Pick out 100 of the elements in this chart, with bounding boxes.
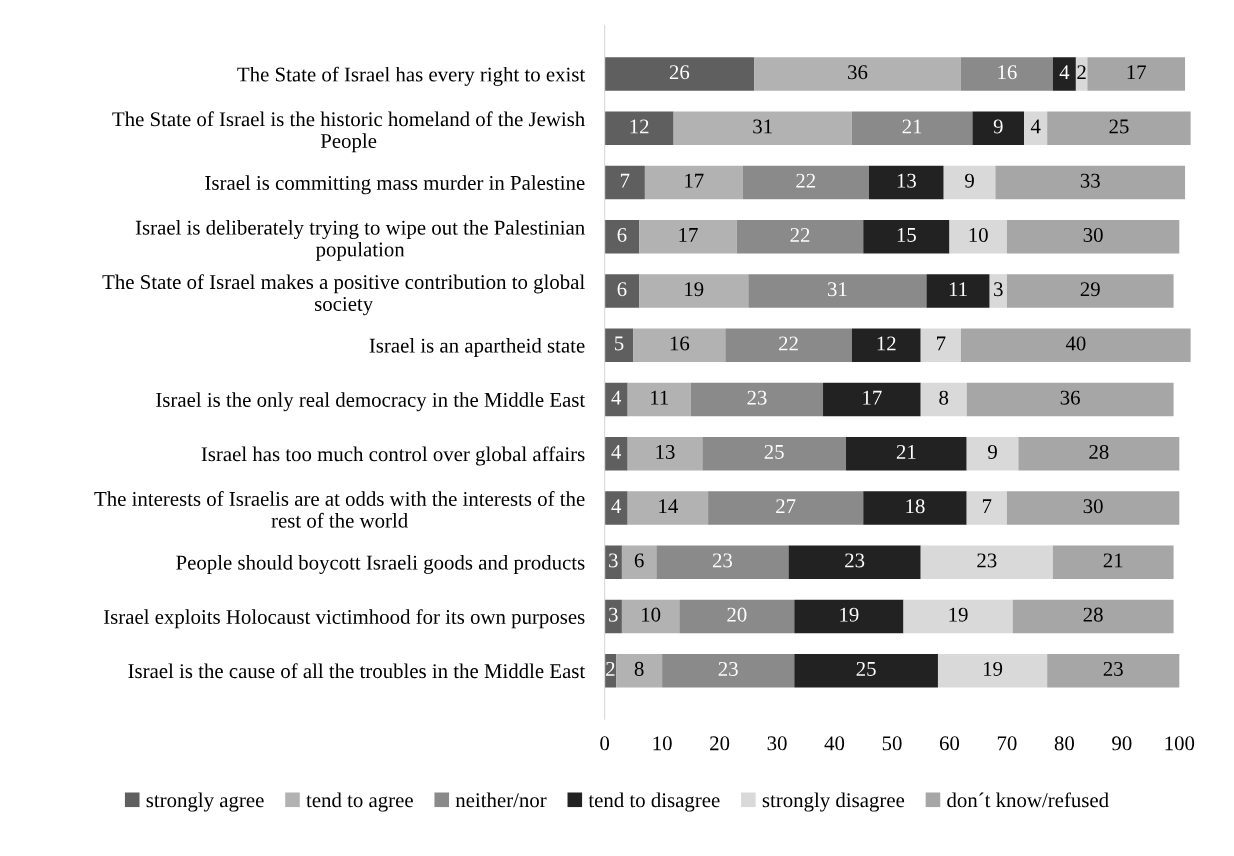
- data-label: 26: [669, 65, 690, 80]
- legend-label: strongly agree: [146, 792, 264, 812]
- data-label: 36: [1060, 390, 1080, 405]
- data-label: 8: [939, 390, 949, 405]
- data-label: 4: [611, 445, 622, 459]
- bar: [754, 57, 961, 91]
- bar: [926, 274, 990, 308]
- data-label: 25: [764, 444, 784, 459]
- bar: [869, 165, 944, 200]
- y-tick-label: Israel is an apartheid state: [369, 338, 585, 357]
- data-label: 7: [982, 499, 992, 513]
- data-label: 29: [1080, 282, 1100, 297]
- bar: [639, 274, 749, 308]
- bar: [604, 274, 640, 308]
- bar: [662, 653, 795, 688]
- data-label: 33: [1080, 173, 1100, 188]
- bar: [823, 382, 921, 417]
- y-tick-label: The State of Israel is the historic homeland of the Jewish People: [112, 111, 585, 153]
- data-label: 17: [863, 390, 882, 405]
- bar: [863, 491, 967, 525]
- bar: [863, 219, 950, 254]
- bar: [702, 436, 847, 471]
- data-label: 9: [993, 119, 1003, 134]
- data-label: 8: [634, 661, 644, 676]
- bar: [937, 653, 1048, 688]
- data-label: 6: [617, 227, 627, 242]
- legend-label: tend to agree: [306, 792, 413, 812]
- data-label: 22: [796, 173, 816, 188]
- bar: [1006, 219, 1180, 254]
- bar: [1024, 111, 1048, 146]
- bar: [633, 328, 726, 363]
- bar: [604, 545, 622, 580]
- data-label: 27: [776, 499, 796, 513]
- y-tick-label: Israel is the only real democracy in the Middle East: [156, 392, 586, 412]
- data-label: 19: [949, 607, 968, 622]
- bar: [851, 328, 921, 363]
- bar: [604, 328, 634, 363]
- bar: [966, 382, 1174, 417]
- data-label: 17: [679, 228, 698, 242]
- bar: [604, 436, 628, 471]
- x-tick-label: 100: [1165, 736, 1195, 751]
- data-label: 11: [949, 282, 967, 296]
- bar: [788, 545, 921, 580]
- data-label: 4: [1059, 65, 1070, 80]
- bar: [794, 653, 938, 688]
- bar: [604, 491, 628, 525]
- data-label: 9: [988, 444, 997, 459]
- bar: [920, 382, 967, 417]
- data-label: 7: [620, 173, 630, 188]
- data-label: 17: [685, 173, 704, 188]
- y-tick-label: The interests of Israelis are at odds with the interests of the rest of the world: [94, 491, 585, 528]
- bar: [627, 382, 691, 417]
- data-label: 13: [897, 173, 916, 188]
- bar: [1047, 111, 1191, 146]
- data-label: 23: [845, 553, 865, 568]
- x-tick-label: 90: [1112, 736, 1132, 751]
- bar: [920, 545, 1053, 580]
- data-label: 6: [617, 282, 627, 297]
- data-label: 4: [1030, 119, 1041, 134]
- bar: [616, 653, 663, 688]
- bar: [621, 599, 680, 634]
- bar: [604, 219, 640, 254]
- x-tick-label: 0: [600, 736, 610, 751]
- data-label: 19: [983, 661, 1003, 676]
- bar: [1052, 545, 1174, 580]
- data-label: 19: [840, 607, 859, 622]
- bar: [627, 491, 709, 525]
- data-label: 11: [651, 390, 669, 405]
- data-label: 23: [1103, 661, 1123, 676]
- y-tick-label: Israel is committing mass murder in Palestine: [205, 175, 585, 195]
- legend-label: tend to disagree: [588, 792, 720, 812]
- bar: [1052, 57, 1076, 91]
- data-label: 20: [727, 607, 747, 622]
- x-tick-label: 10: [653, 736, 672, 751]
- bar: [794, 599, 904, 634]
- bar: [995, 165, 1186, 200]
- bar: [989, 274, 1007, 308]
- data-label: 36: [848, 65, 868, 80]
- legend-label: don´t know/refused: [947, 792, 1109, 808]
- data-label: 3: [994, 282, 1003, 297]
- bar: [656, 545, 789, 580]
- bar: [920, 328, 961, 363]
- bar: [972, 111, 1025, 146]
- x-tick-label: 80: [1054, 736, 1075, 751]
- data-label: 17: [1127, 65, 1147, 80]
- bar: [1018, 436, 1180, 471]
- data-label: 18: [906, 499, 925, 514]
- data-label: 14: [659, 499, 678, 513]
- y-tick-label: The State of Israel makes a positive contribution to global society: [102, 274, 585, 316]
- data-label: 6: [634, 553, 644, 568]
- data-label: 19: [685, 282, 704, 297]
- bar: [1006, 274, 1174, 308]
- bar: [673, 111, 852, 146]
- y-tick-label: Israel exploits Holocaust victimhood for its own purposes: [103, 609, 585, 629]
- data-label: 3: [609, 553, 618, 568]
- data-label: 25: [856, 661, 876, 676]
- bar: [736, 219, 864, 254]
- bar: [960, 57, 1053, 91]
- bar: [679, 599, 795, 634]
- bar: [846, 436, 967, 471]
